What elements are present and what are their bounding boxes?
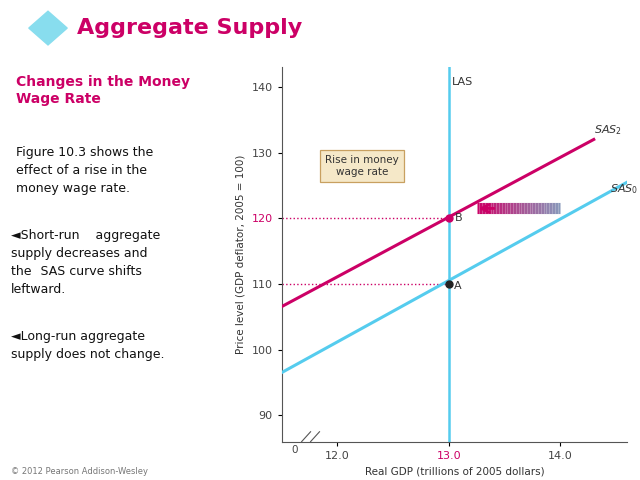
- Text: ✚: ✚: [580, 20, 604, 48]
- Text: © 2012 Pearson Addison-Wesley: © 2012 Pearson Addison-Wesley: [11, 467, 148, 476]
- Text: A: A: [454, 281, 462, 291]
- Text: Changes in the Money
Wage Rate: Changes in the Money Wage Rate: [16, 75, 190, 106]
- Text: ◄Long-run aggregate
supply does not change.: ◄Long-run aggregate supply does not chan…: [11, 330, 164, 360]
- Polygon shape: [29, 11, 67, 45]
- Text: Rise in money
wage rate: Rise in money wage rate: [325, 155, 399, 177]
- Text: B: B: [454, 213, 462, 223]
- Text: Figure 10.3 shows the
effect of a rise in the
money wage rate.: Figure 10.3 shows the effect of a rise i…: [16, 146, 154, 195]
- Text: $SAS_0$: $SAS_0$: [611, 182, 639, 196]
- X-axis label: Real GDP (trillions of 2005 dollars): Real GDP (trillions of 2005 dollars): [365, 466, 544, 476]
- Text: $SAS_2$: $SAS_2$: [594, 123, 621, 136]
- Y-axis label: Price level (GDP deflator, 2005 = 100): Price level (GDP deflator, 2005 = 100): [236, 155, 246, 354]
- Text: ◄Short-run    aggregate
supply decreases and
the   SAS curve shifts
leftward.: ◄Short-run aggregate supply decreases an…: [11, 229, 160, 297]
- Text: Aggregate Supply: Aggregate Supply: [77, 18, 302, 38]
- Text: 0: 0: [292, 445, 298, 455]
- Text: LAS: LAS: [452, 77, 474, 87]
